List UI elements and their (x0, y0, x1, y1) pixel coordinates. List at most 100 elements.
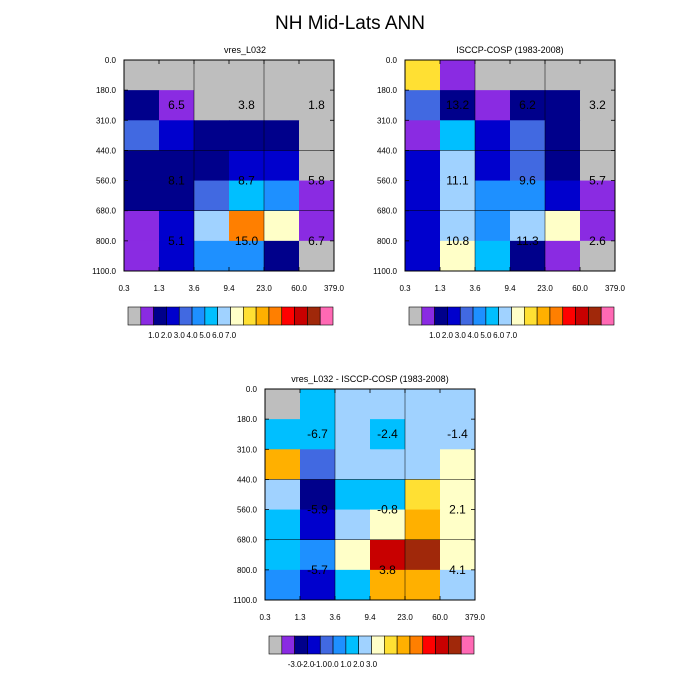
x-tick-label: 0.3 (399, 284, 411, 293)
colorbar-swatch (294, 306, 308, 326)
colorbar-label: 0.0 (328, 660, 340, 669)
colorbar-swatch (281, 635, 295, 655)
heatmap-cell (475, 180, 511, 212)
heatmap-cell (299, 90, 335, 121)
colorbar-swatch (191, 306, 206, 326)
colorbar-label: 5.0 (199, 331, 211, 340)
colorbar-swatch (230, 306, 244, 326)
heatmap-cell (440, 150, 476, 182)
colorbar-label: 4.0 (468, 331, 480, 340)
heatmap-cell (194, 60, 230, 91)
y-tick-label: 560.0 (237, 506, 258, 515)
colorbar-swatch (281, 306, 295, 326)
colorbar-label: 6.0 (493, 331, 505, 340)
heatmap-cell (229, 150, 265, 182)
heatmap-cell (580, 210, 616, 242)
heatmap-cell (405, 569, 441, 601)
heatmap-cell (440, 120, 476, 151)
heatmap-cell (440, 569, 476, 601)
heatmap-cell (440, 419, 476, 450)
colorbar-swatch (307, 306, 321, 326)
colorbar-swatch (358, 635, 372, 655)
heatmap-cell (124, 240, 160, 272)
heatmap-cell (545, 240, 581, 272)
heatmap-cell (440, 539, 476, 571)
heatmap-cell (580, 240, 616, 272)
heatmap-cell (299, 120, 335, 151)
cell-value-label: 4.1 (449, 563, 466, 577)
heatmap-cell (545, 180, 581, 212)
cell-value-label: 5.8 (308, 174, 325, 188)
heatmap-cell (335, 449, 371, 480)
colorbar-label: -2.0 (301, 660, 315, 669)
panel-difference: vres_L032 - ISCCP-COSP (1983-2008) 0.3 1.… (233, 374, 485, 622)
heatmap-cell (299, 150, 335, 182)
y-tick-label: 680.0 (96, 207, 117, 216)
heatmap-cell (124, 210, 160, 242)
heatmap-cell (475, 90, 511, 121)
x-tick-label: 60.0 (291, 284, 307, 293)
y-tick-label: 310.0 (96, 116, 117, 125)
cell-value-label: 2.6 (589, 234, 606, 248)
colorbar-swatch (396, 635, 411, 655)
heatmap-cell (440, 60, 476, 91)
cell-value-label: -0.8 (377, 503, 398, 517)
heatmap-cell (580, 120, 616, 151)
colorbar-label: 5.0 (480, 331, 492, 340)
heatmap-cell (510, 240, 546, 272)
y-tick-label: 310.0 (237, 445, 258, 454)
heatmap-cell (300, 449, 336, 480)
colorbar-swatch (345, 635, 359, 655)
panel-title-observation: ISCCP-COSP (1983-2008) (456, 45, 563, 55)
cell-value-label: 6.7 (308, 234, 325, 248)
cell-value-label: 2.1 (449, 503, 466, 517)
colorbar-swatch (448, 635, 462, 655)
heatmap-cell (405, 240, 441, 272)
cell-value-label: 9.6 (519, 174, 536, 188)
y-tick-label: 1100.0 (92, 267, 116, 276)
heatmap-cell (300, 479, 336, 511)
x-tick-label: 379.0 (465, 613, 486, 622)
colorbar-swatch (268, 306, 283, 326)
colorbar-swatch (600, 306, 615, 326)
colorbar-difference: -3.0 -2.0 -1.0 0.0 1.0 2.0 3.0 (268, 635, 475, 669)
y-tick-label: 180.0 (96, 86, 117, 95)
cell-value-label: 8.7 (238, 174, 255, 188)
x-tick-label: 60.0 (432, 613, 448, 622)
heatmap-cell (405, 60, 441, 91)
colorbar-label: 2.0 (353, 660, 365, 669)
y-tick-label: 440.0 (96, 146, 117, 155)
heatmap-cell (264, 240, 300, 272)
x-tick-label: 9.4 (223, 284, 235, 293)
heatmap-cell (299, 240, 335, 272)
x-tick-label: 1.3 (294, 613, 306, 622)
heatmap-cell (475, 150, 511, 182)
colorbar-model: 1.0 2.0 3.0 4.0 5.0 6.0 7.0 (127, 306, 334, 340)
heatmap-cell (545, 60, 581, 91)
heatmap-cell (300, 389, 336, 420)
colorbar-label: 3.0 (174, 331, 186, 340)
heatmap-cell (405, 479, 441, 511)
x-tick-label: 1.3 (153, 284, 165, 293)
colorbar-label: 4.0 (187, 331, 199, 340)
heatmap-cell (124, 90, 160, 121)
heatmap-cell (440, 210, 476, 242)
cell-value-label: -6.7 (307, 427, 328, 441)
x-tick-label: 3.6 (188, 284, 200, 293)
heatmap-cell (335, 539, 371, 571)
cell-value-label: 3.8 (238, 98, 255, 112)
heatmap-cell (370, 539, 406, 571)
heatmap-cell (124, 60, 160, 91)
cell-value-label: 11.1 (446, 174, 469, 188)
colorbar-swatch (217, 306, 231, 326)
y-tick-label: 800.0 (237, 566, 258, 575)
cell-value-label: 15.0 (235, 234, 259, 248)
colorbar-swatch (421, 306, 435, 326)
heatmap-cell (299, 180, 335, 212)
heatmap-cell (475, 210, 511, 242)
panel-title-model: vres_L032 (224, 45, 266, 55)
colorbar-swatch (332, 635, 347, 655)
heatmap-cell (475, 120, 511, 151)
heatmap-cell (265, 479, 301, 511)
cell-value-label: 8.1 (168, 174, 185, 188)
